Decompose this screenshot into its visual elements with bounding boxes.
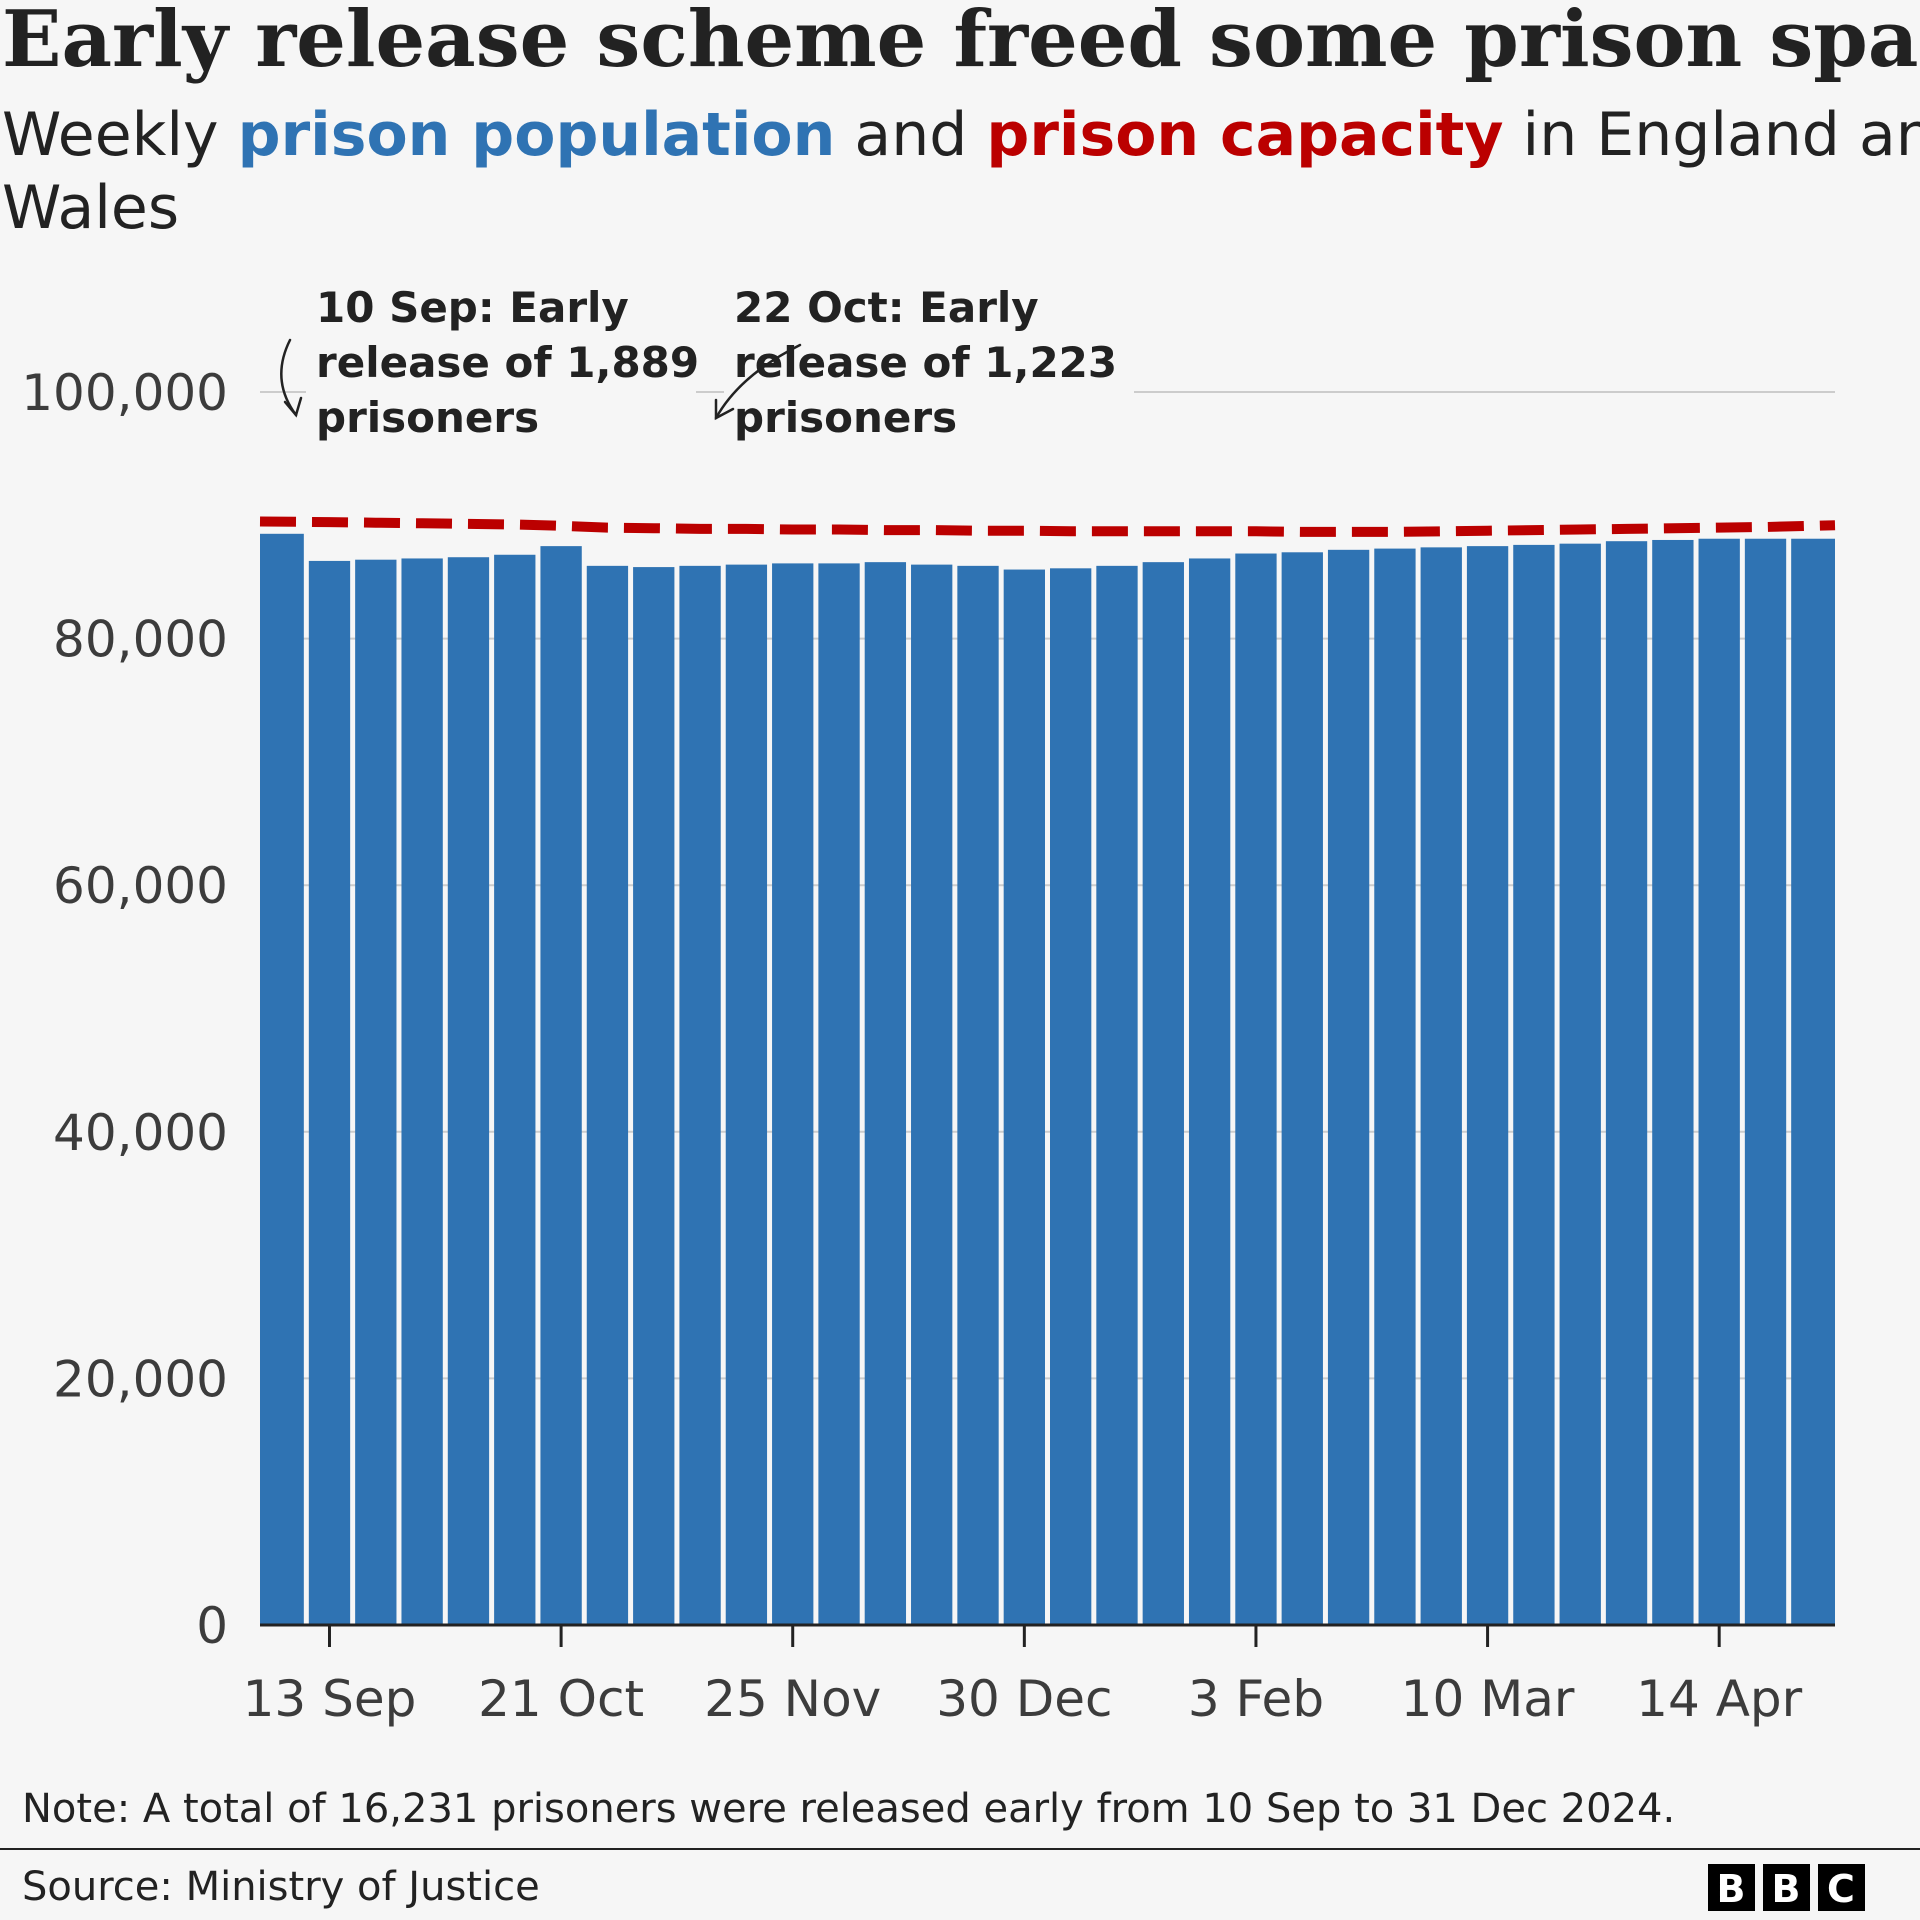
annotation-text: release of 1,889 xyxy=(316,338,699,387)
annotation-text: 10 Sep: Early xyxy=(316,283,629,332)
logo-letter-3: C xyxy=(1827,1867,1855,1911)
chart-title: Early release scheme freed some prison s… xyxy=(2,0,1920,85)
logo-block-1 xyxy=(1708,1864,1755,1911)
annotation-background xyxy=(306,370,696,410)
subtitle-prefix: Weekly xyxy=(2,100,238,170)
population-bar xyxy=(1003,569,1045,1625)
annotation-arrows xyxy=(280,338,802,421)
population-bar xyxy=(1235,553,1277,1626)
bbc-logo: B B C xyxy=(1708,1864,1865,1911)
annotations: 10 Sep: Early release of 1,889 prisoners 22… xyxy=(280,283,1134,442)
annotation-text: release of 1,223 xyxy=(734,338,1117,387)
population-bar xyxy=(725,564,768,1625)
population-bar xyxy=(1420,547,1462,1626)
population-bar xyxy=(1188,558,1231,1625)
population-bar xyxy=(772,563,814,1626)
population-bar xyxy=(679,565,721,1625)
population-bar xyxy=(1327,549,1370,1625)
arrow-head-1 xyxy=(283,396,303,418)
population-bar xyxy=(540,546,582,1625)
x-tick-label: 25 Nov xyxy=(704,1670,881,1728)
logo-block-3 xyxy=(1818,1864,1865,1911)
population-bar xyxy=(633,567,675,1626)
population-bar xyxy=(1559,543,1601,1626)
population-bar xyxy=(1142,562,1184,1625)
x-tick-label: 3 Feb xyxy=(1188,1670,1324,1728)
y-tick-label: 80,000 xyxy=(53,611,228,669)
population-bar xyxy=(1096,565,1138,1625)
logo-letter-1: B xyxy=(1717,1867,1746,1911)
annotation-text: prisoners xyxy=(734,393,957,442)
subtitle-middle: and xyxy=(835,100,986,170)
population-bar xyxy=(1744,538,1787,1625)
annotation-background xyxy=(724,370,1134,410)
population-bar xyxy=(1698,538,1740,1625)
y-tick-label: 60,000 xyxy=(53,857,228,915)
population-bar xyxy=(308,560,351,1625)
annotation-text: prisoners xyxy=(316,393,539,442)
population-bar xyxy=(1605,541,1648,1625)
population-bar xyxy=(1050,568,1092,1625)
subtitle-suffix: in England and xyxy=(1503,100,1920,170)
population-bar xyxy=(1466,546,1509,1625)
y-tick-label: 0 xyxy=(196,1597,228,1655)
x-tick-label: 10 Mar xyxy=(1401,1670,1575,1728)
x-tick-label: 30 Dec xyxy=(936,1670,1112,1728)
population-bar xyxy=(355,559,397,1625)
capacity-dashed-line xyxy=(259,516,1836,537)
chart-note: Note: A total of 16,231 prisoners were r… xyxy=(22,1786,1675,1832)
annotation-arrow-1 xyxy=(280,338,298,417)
chart-subtitle: Weekly prison population and prison capa… xyxy=(2,100,1920,170)
population-bar xyxy=(494,554,536,1625)
y-tick-label: 100,000 xyxy=(21,364,228,422)
chart-source: Source: Ministry of Justice xyxy=(22,1864,540,1910)
logo-letter-2: B xyxy=(1772,1867,1801,1911)
population-bar xyxy=(1513,544,1555,1625)
population-bar xyxy=(818,563,860,1626)
chart-subtitle-line2: Wales xyxy=(2,173,179,243)
x-tick-label: 14 Apr xyxy=(1636,1670,1802,1728)
arrow-head-2 xyxy=(714,398,735,421)
population-bar xyxy=(1652,539,1694,1626)
y-tick-label: 20,000 xyxy=(53,1350,228,1408)
population-bar xyxy=(447,557,490,1626)
population-bar xyxy=(864,562,907,1625)
subtitle-population-label: prison population xyxy=(238,100,836,170)
population-bar xyxy=(1791,538,1835,1625)
subtitle-capacity-label: prison capacity xyxy=(986,100,1503,170)
capacity-line xyxy=(259,516,1836,537)
x-axis-ticks: 13 Sep 21 Oct 25 Nov 30 Dec 3 Feb 10 Mar 14 Ap… xyxy=(243,1625,1803,1728)
population-bar xyxy=(1281,552,1323,1625)
population-bar xyxy=(911,564,953,1625)
population-bar xyxy=(957,565,999,1625)
population-bar xyxy=(1374,548,1416,1625)
population-bars xyxy=(260,533,1835,1626)
y-tick-label: 40,000 xyxy=(53,1104,228,1162)
x-tick-label: 13 Sep xyxy=(243,1670,417,1728)
population-bar xyxy=(401,558,443,1625)
annotation-arrow-2 xyxy=(714,343,802,420)
y-axis-ticks: 0 20,000 40,000 60,000 80,000 100,000 xyxy=(21,364,228,1655)
logo-block-2 xyxy=(1763,1864,1810,1911)
population-bar xyxy=(586,565,629,1625)
annotation-text: 22 Oct: Early xyxy=(734,283,1039,332)
x-tick-label: 21 Oct xyxy=(478,1670,644,1728)
population-bar xyxy=(260,533,304,1626)
